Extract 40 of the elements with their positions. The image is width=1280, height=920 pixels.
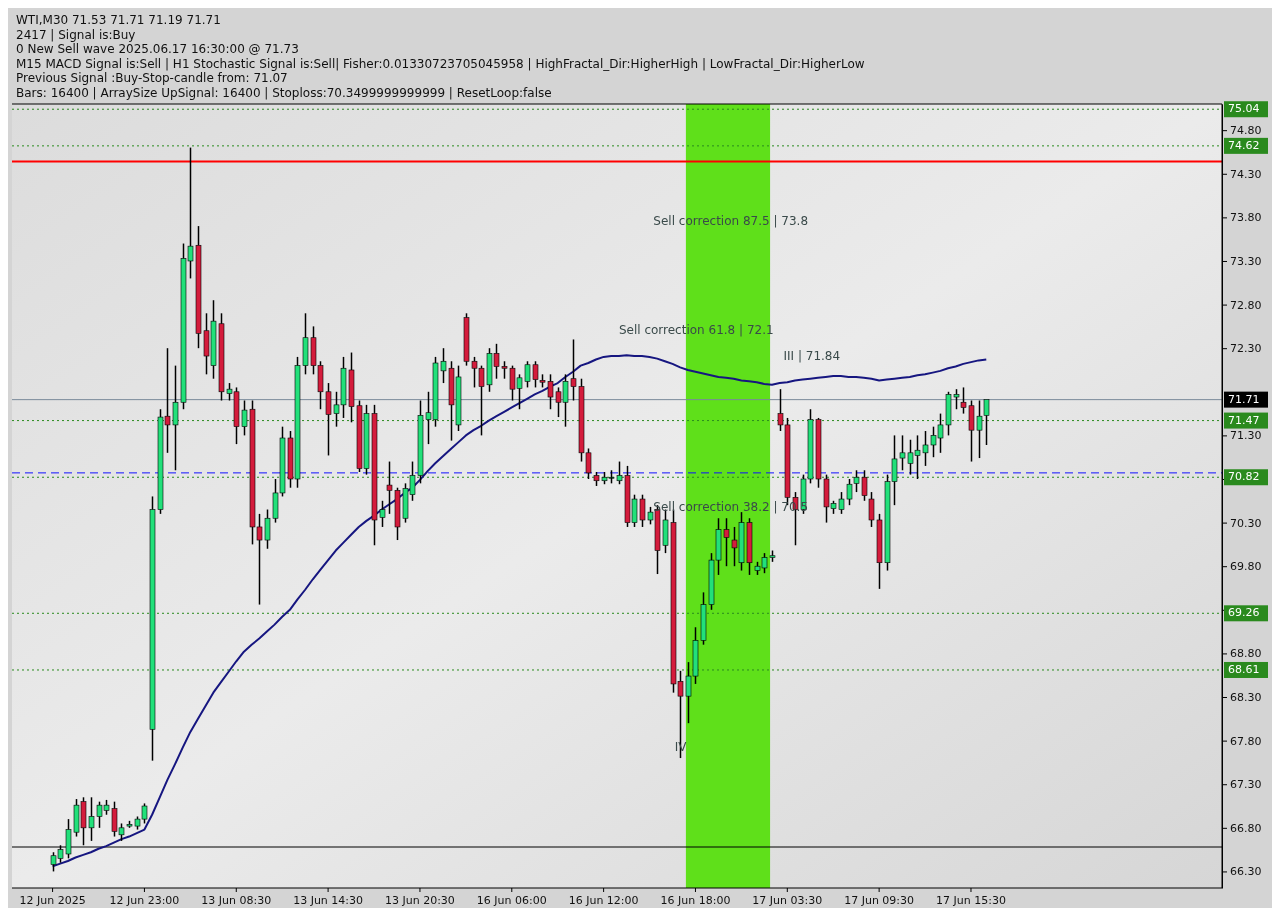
x-tick-label: 16 Jun 12:00 [568, 894, 639, 907]
y-tick-label: 66.30 [1230, 865, 1262, 879]
x-tick-label: 17 Jun 03:30 [752, 894, 823, 907]
x-tick-label: 17 Jun 09:30 [844, 894, 915, 907]
x-tick-label: 13 Jun 08:30 [201, 894, 272, 907]
annotation: III | 71.84 [783, 349, 841, 364]
text: 0 New Sell wave 2025.06.17 16:30:00 @ 71.73 [16, 42, 299, 56]
y-tick-label: 74.30 [1230, 167, 1262, 181]
ref-line-label: 75.04 [1228, 102, 1260, 116]
ref-line-label: 70.82 [1228, 470, 1260, 484]
y-tick-label: 68.30 [1230, 691, 1262, 705]
y-tick-label: 72.80 [1230, 298, 1262, 312]
y-tick-label: 73.80 [1230, 211, 1262, 225]
text: Previous Signal :Buy-Stop-candle from: 71.07 [16, 71, 288, 85]
ref-line-label: 68.61 [1228, 662, 1260, 676]
y-tick-label: 67.30 [1230, 778, 1262, 792]
y-tick-label: 70.30 [1230, 516, 1262, 530]
text: M15 MACD Signal is:Sell | H1 Stochastic Signal is:Sell| Fisher:0.01330723705045958 | HighFractal_Dir:HigherHigh | LowFractal_Dir:HigherLow [16, 56, 865, 71]
x-tick-label: 13 Jun 20:30 [385, 894, 455, 907]
y-tick-label: 66.80 [1230, 821, 1262, 835]
y-tick-label: 68.80 [1230, 647, 1262, 661]
text: WTI,M30 71.53 71.71 71.19 71.71 [16, 13, 221, 27]
text: 2417 | Signal is:Buy [16, 27, 136, 42]
x-tick-label: 13 Jun 14:30 [293, 894, 364, 907]
y-tick-label: 74.80 [1230, 124, 1262, 138]
y-tick-label: 71.30 [1230, 429, 1262, 443]
text: Bars: 16400 | ArraySize UpSignal: 16400 | Stoploss:70.3499999999999 | ResetLoop:false [16, 85, 552, 100]
x-tick-label: 17 Jun 15:30 [936, 894, 1006, 907]
x-tick-label: 16 Jun 18:00 [660, 894, 731, 907]
y-tick-label: 72.30 [1230, 342, 1262, 356]
x-tick-label: 16 Jun 06:00 [476, 894, 547, 907]
ref-line-label: 71.47 [1228, 413, 1260, 427]
x-tick-label: 12 Jun 23:00 [109, 894, 180, 907]
y-tick-label: 67.80 [1230, 734, 1262, 748]
ref-line-label: 69.26 [1228, 606, 1260, 620]
ref-line-label: 74.62 [1228, 138, 1260, 152]
y-tick-label: 73.30 [1230, 254, 1262, 268]
ref-line-label: 71.71 [1228, 392, 1260, 406]
x-tick-label: 12 Jun 2025 [19, 894, 86, 907]
y-tick-label: 69.80 [1230, 560, 1262, 574]
